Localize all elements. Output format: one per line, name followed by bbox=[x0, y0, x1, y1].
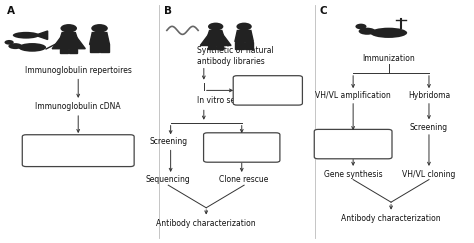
Text: Clone rescue: Clone rescue bbox=[219, 175, 269, 184]
Polygon shape bbox=[216, 45, 223, 50]
Polygon shape bbox=[61, 33, 77, 38]
Polygon shape bbox=[100, 44, 109, 52]
FancyBboxPatch shape bbox=[233, 76, 302, 105]
Polygon shape bbox=[245, 42, 253, 49]
Polygon shape bbox=[61, 49, 68, 53]
Text: B: B bbox=[164, 6, 172, 16]
Polygon shape bbox=[90, 33, 109, 44]
Ellipse shape bbox=[370, 28, 407, 38]
Polygon shape bbox=[235, 42, 244, 49]
Text: Immunoglobulin repertoires: Immunoglobulin repertoires bbox=[25, 66, 132, 75]
Text: NGS: NGS bbox=[258, 81, 277, 90]
Text: Frequency analysis: Frequency analysis bbox=[207, 148, 277, 154]
Text: NGS: NGS bbox=[69, 141, 88, 150]
Text: Immunoglobulin cDNA: Immunoglobulin cDNA bbox=[36, 102, 121, 112]
Polygon shape bbox=[37, 31, 47, 40]
Text: Screening: Screening bbox=[410, 122, 448, 132]
Ellipse shape bbox=[9, 43, 22, 49]
Text: Screening: Screening bbox=[149, 137, 187, 147]
Polygon shape bbox=[69, 49, 77, 53]
Text: Immunization: Immunization bbox=[362, 54, 415, 63]
Text: VH/VL amplification: VH/VL amplification bbox=[315, 91, 391, 100]
Ellipse shape bbox=[13, 32, 39, 39]
FancyBboxPatch shape bbox=[22, 135, 134, 167]
Polygon shape bbox=[208, 45, 215, 50]
Text: A: A bbox=[7, 6, 15, 16]
Text: NGS: NGS bbox=[232, 138, 251, 148]
FancyBboxPatch shape bbox=[203, 133, 280, 162]
Text: Antibody characterization: Antibody characterization bbox=[341, 214, 441, 223]
Circle shape bbox=[5, 40, 14, 45]
Circle shape bbox=[208, 23, 223, 30]
Polygon shape bbox=[52, 38, 85, 49]
Text: Quality control: Quality control bbox=[241, 91, 295, 97]
Polygon shape bbox=[235, 31, 253, 42]
Text: VH/VL cloning: VH/VL cloning bbox=[402, 170, 456, 179]
Text: Gene synthesis: Gene synthesis bbox=[324, 170, 383, 179]
Text: Synthetic or natural
antibody libraries: Synthetic or natural antibody libraries bbox=[197, 46, 273, 66]
Text: Sequencing: Sequencing bbox=[146, 175, 191, 184]
Polygon shape bbox=[90, 44, 99, 52]
Text: In vitro selection: In vitro selection bbox=[197, 96, 261, 105]
Text: NGS: NGS bbox=[344, 134, 363, 144]
Polygon shape bbox=[200, 35, 231, 45]
Circle shape bbox=[356, 24, 366, 29]
Ellipse shape bbox=[359, 28, 375, 35]
Polygon shape bbox=[208, 31, 223, 35]
Text: Frequency analysis: Frequency analysis bbox=[318, 145, 388, 151]
Text: C: C bbox=[320, 6, 328, 16]
Circle shape bbox=[60, 24, 77, 33]
Circle shape bbox=[237, 23, 252, 30]
Text: Hybridoma: Hybridoma bbox=[408, 91, 450, 100]
Ellipse shape bbox=[18, 43, 46, 52]
Circle shape bbox=[91, 24, 108, 33]
Text: Antibody characterization: Antibody characterization bbox=[156, 218, 256, 228]
Text: Sequence analysis: Sequence analysis bbox=[44, 152, 112, 158]
FancyBboxPatch shape bbox=[314, 129, 392, 159]
